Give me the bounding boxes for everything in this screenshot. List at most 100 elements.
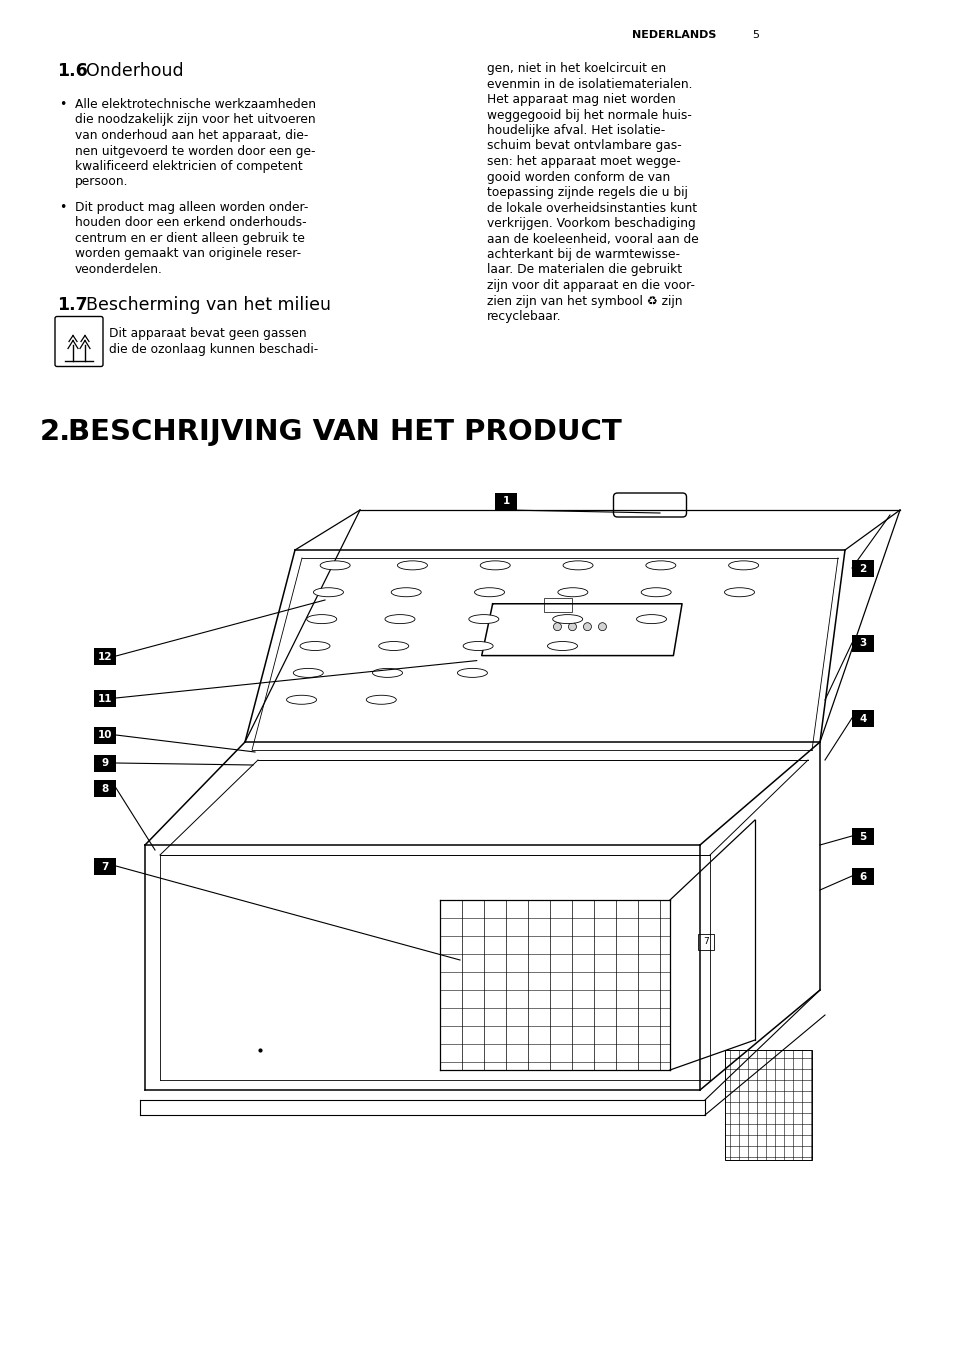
Text: de lokale overheidsinstanties kunt: de lokale overheidsinstanties kunt (486, 201, 697, 215)
Text: zien zijn van het symbool ♻ zijn: zien zijn van het symbool ♻ zijn (486, 295, 681, 307)
Ellipse shape (320, 561, 350, 569)
Text: BESCHRIJVING VAN HET PRODUCT: BESCHRIJVING VAN HET PRODUCT (68, 418, 621, 446)
Ellipse shape (552, 615, 582, 623)
Text: recyclebaar.: recyclebaar. (486, 310, 561, 323)
Text: kwalificeerd elektricien of competent: kwalificeerd elektricien of competent (75, 160, 302, 173)
Ellipse shape (378, 641, 408, 650)
Text: 5: 5 (751, 30, 759, 41)
Circle shape (598, 623, 606, 630)
Text: zijn voor dit apparaat en die voor-: zijn voor dit apparaat en die voor- (486, 279, 695, 292)
Text: van onderhoud aan het apparaat, die-: van onderhoud aan het apparaat, die- (75, 128, 308, 142)
Ellipse shape (474, 588, 504, 596)
FancyBboxPatch shape (613, 493, 686, 516)
Text: centrum en er dient alleen gebruik te: centrum en er dient alleen gebruik te (75, 233, 305, 245)
Text: Dit product mag alleen worden onder-: Dit product mag alleen worden onder- (75, 201, 308, 214)
Ellipse shape (293, 668, 323, 677)
Text: 7: 7 (101, 861, 109, 872)
Ellipse shape (479, 561, 510, 569)
Text: persoon.: persoon. (75, 176, 129, 188)
Text: 1.6: 1.6 (57, 62, 88, 80)
Ellipse shape (723, 588, 754, 596)
Text: 5: 5 (859, 831, 865, 841)
Text: 3: 3 (859, 638, 865, 649)
Bar (724, 1051, 811, 1160)
Text: veonderdelen.: veonderdelen. (75, 264, 163, 276)
Ellipse shape (547, 641, 577, 650)
Text: NEDERLANDS: NEDERLANDS (631, 30, 716, 41)
Text: achterkant bij de warmtewisse-: achterkant bij de warmtewisse- (486, 247, 679, 261)
Ellipse shape (562, 561, 593, 569)
Circle shape (583, 623, 591, 630)
Bar (94, 754, 116, 772)
Text: •: • (59, 97, 67, 111)
Text: 11: 11 (97, 694, 112, 703)
Text: gen, niet in het koelcircuit en: gen, niet in het koelcircuit en (486, 62, 665, 74)
Ellipse shape (640, 588, 671, 596)
Text: 6: 6 (859, 872, 865, 882)
Bar (495, 493, 517, 510)
Ellipse shape (728, 561, 758, 569)
Text: •: • (59, 201, 67, 214)
Text: 7: 7 (702, 937, 708, 946)
Ellipse shape (391, 588, 421, 596)
Text: schuim bevat ontvlambare gas-: schuim bevat ontvlambare gas- (486, 139, 681, 153)
Bar (94, 690, 116, 707)
Text: 4: 4 (859, 714, 865, 723)
Ellipse shape (366, 695, 395, 704)
Text: Bescherming van het milieu: Bescherming van het milieu (86, 296, 331, 315)
Circle shape (553, 623, 561, 630)
Ellipse shape (468, 615, 498, 623)
Bar (94, 727, 116, 744)
Ellipse shape (385, 615, 415, 623)
Text: Alle elektrotechnische werkzaamheden: Alle elektrotechnische werkzaamheden (75, 97, 315, 111)
Text: houdelijke afval. Het isolatie-: houdelijke afval. Het isolatie- (486, 124, 664, 137)
Bar (851, 868, 873, 886)
Ellipse shape (314, 588, 343, 596)
Bar (94, 648, 116, 665)
Text: verkrijgen. Voorkom beschadiging: verkrijgen. Voorkom beschadiging (486, 218, 695, 230)
Text: 10: 10 (97, 730, 112, 741)
FancyBboxPatch shape (55, 316, 103, 366)
Ellipse shape (558, 588, 587, 596)
Text: 9: 9 (101, 758, 109, 768)
Bar (851, 827, 873, 845)
Text: gooid worden conform de van: gooid worden conform de van (486, 170, 670, 184)
Ellipse shape (456, 668, 487, 677)
Text: aan de koeleenheid, vooral aan de: aan de koeleenheid, vooral aan de (486, 233, 698, 246)
Text: Onderhoud: Onderhoud (86, 62, 183, 80)
Text: 2: 2 (859, 564, 865, 573)
Ellipse shape (372, 668, 402, 677)
Text: 8: 8 (101, 784, 109, 794)
Bar (851, 560, 873, 577)
Ellipse shape (636, 615, 666, 623)
Text: nen uitgevoerd te worden door een ge-: nen uitgevoerd te worden door een ge- (75, 145, 315, 157)
Text: 2.: 2. (40, 418, 71, 446)
Bar (851, 635, 873, 652)
Text: die de ozonlaag kunnen beschadi-: die de ozonlaag kunnen beschadi- (109, 342, 318, 356)
Circle shape (568, 623, 576, 630)
Text: laar. De materialen die gebruikt: laar. De materialen die gebruikt (486, 264, 681, 277)
Text: worden gemaakt van originele reser-: worden gemaakt van originele reser- (75, 247, 301, 261)
Text: houden door een erkend onderhouds-: houden door een erkend onderhouds- (75, 216, 306, 230)
Bar (698, 934, 713, 950)
Ellipse shape (462, 641, 493, 650)
Ellipse shape (286, 695, 316, 704)
Ellipse shape (307, 615, 336, 623)
Text: weggegooid bij het normale huis-: weggegooid bij het normale huis- (486, 108, 691, 122)
Ellipse shape (299, 641, 330, 650)
Bar (94, 780, 116, 796)
Text: 12: 12 (97, 652, 112, 661)
Bar (544, 598, 572, 611)
Text: toepassing zijnde regels die u bij: toepassing zijnde regels die u bij (486, 187, 687, 199)
Text: evenmin in de isolatiematerialen.: evenmin in de isolatiematerialen. (486, 77, 692, 91)
Ellipse shape (397, 561, 427, 569)
Bar (94, 859, 116, 875)
Text: Het apparaat mag niet worden: Het apparaat mag niet worden (486, 93, 675, 105)
Text: 1: 1 (502, 496, 509, 507)
Text: Dit apparaat bevat geen gassen: Dit apparaat bevat geen gassen (109, 326, 306, 339)
Bar (851, 710, 873, 727)
Text: die noodzakelijk zijn voor het uitvoeren: die noodzakelijk zijn voor het uitvoeren (75, 114, 315, 127)
Text: sen: het apparaat moet wegge-: sen: het apparaat moet wegge- (486, 155, 680, 168)
Ellipse shape (645, 561, 675, 569)
Text: 1.7: 1.7 (57, 296, 88, 315)
